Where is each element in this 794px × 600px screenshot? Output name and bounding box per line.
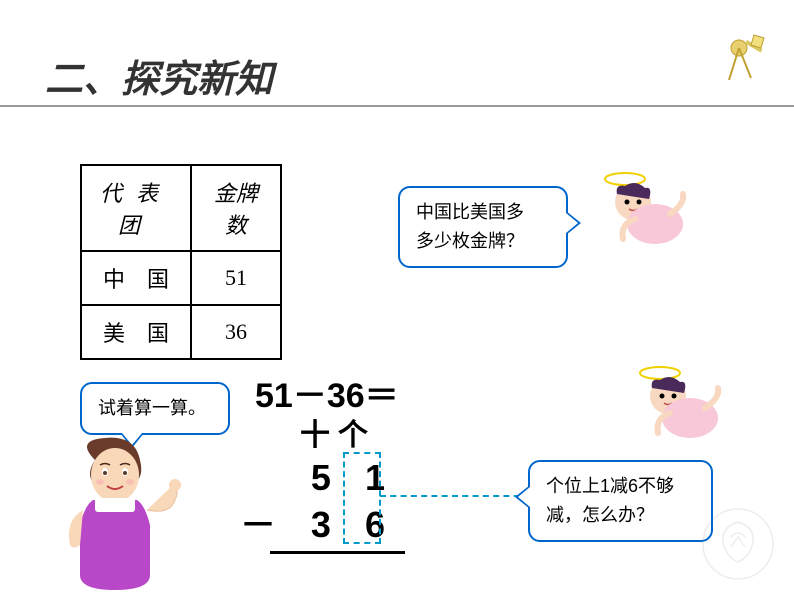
slide-container: 二、探究新知 代表团 金牌数 中 国 51 美 国 36 中国比美国多: [0, 0, 794, 596]
slide-title: 二、探究新知: [45, 48, 273, 103]
minuend-tens: 5: [311, 457, 343, 498]
cell-medals-1: 36: [191, 305, 281, 359]
table-header-row: 代表团 金牌数: [81, 165, 281, 251]
corner-decoration-icon: [719, 30, 769, 90]
medals-table: 代表团 金牌数 中 国 51 美 国 36: [80, 164, 282, 360]
cell-medals-0: 51: [191, 251, 281, 305]
bubble-text-q2-line1: 个位上1减6不够: [546, 472, 695, 501]
title-underline: [0, 105, 794, 107]
table-row: 美 国 36: [81, 305, 281, 359]
minus-sign: －: [240, 502, 288, 549]
tens-label: 十: [300, 419, 338, 452]
table-row: 中 国 51: [81, 251, 281, 305]
ones-label: 个: [338, 419, 376, 452]
ones-column-highlight: [343, 452, 381, 544]
equation-text: 51－36＝: [255, 368, 399, 417]
header-team: 代表团: [81, 165, 191, 251]
header-medals: 金牌数: [191, 165, 281, 251]
dashed-connector-line: [380, 495, 530, 497]
bubble-text-q1-line1: 中国比美国多: [416, 198, 550, 227]
compass-ruler-icon: [719, 30, 769, 90]
subtrahend-tens: 3: [311, 504, 343, 545]
bubble-text-try: 试着算一算。: [98, 398, 206, 418]
place-value-header: 十个: [300, 416, 405, 455]
speech-bubble-question1: 中国比美国多 多少枚金牌？: [398, 186, 568, 268]
bubble-text-q1-line2: 多少枚金牌？: [416, 227, 550, 256]
speech-bubble-question2: 个位上1减6不够 减，怎么办？: [528, 460, 713, 542]
speech-bubble-try: 试着算一算。: [80, 382, 230, 435]
bubble-text-q2-line2: 减，怎么办？: [546, 501, 695, 530]
column-subtraction: 十个 5 1 － 3 6: [270, 416, 405, 554]
subtraction-line: [270, 551, 405, 554]
fairy-character-icon-2: [630, 358, 725, 453]
teacher-character-icon: [45, 430, 190, 595]
cell-team-1: 美 国: [81, 305, 191, 359]
watermark-icon: [701, 507, 776, 582]
fairy-character-icon: [595, 164, 690, 259]
cell-team-0: 中 国: [81, 251, 191, 305]
subtrahend-row: － 3 6: [270, 502, 405, 549]
